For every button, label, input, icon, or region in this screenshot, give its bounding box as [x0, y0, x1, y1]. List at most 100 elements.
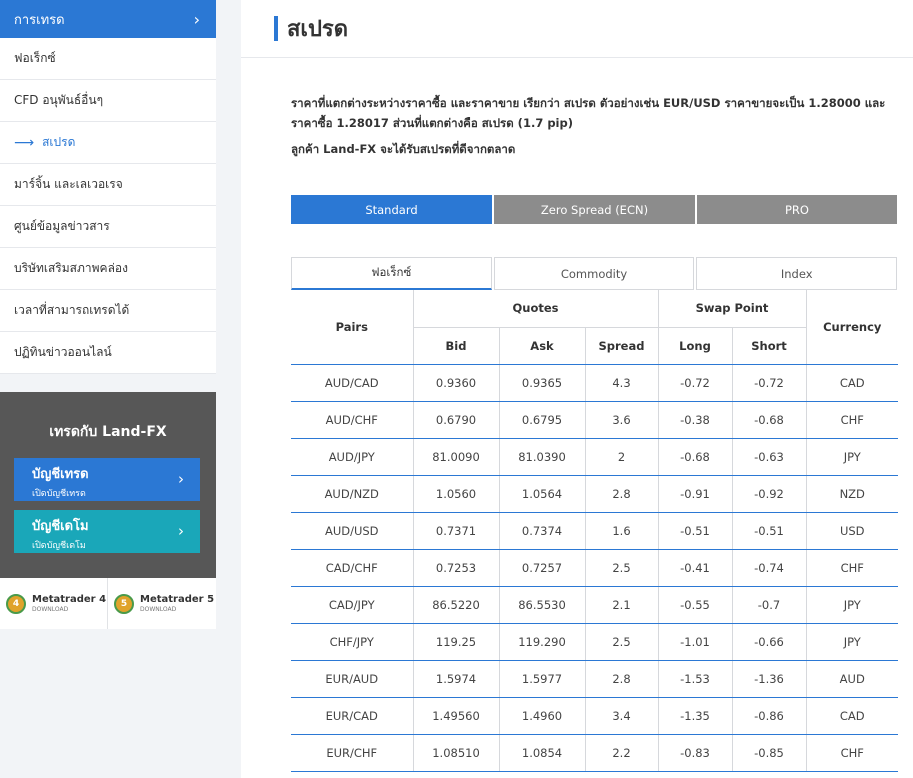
cell-spread: 2: [584, 438, 658, 476]
col-header-short: Short: [731, 327, 806, 365]
cell-currency: JPY: [805, 623, 898, 661]
sidebar-item-label: ศูนย์ข้อมูลข่าวสาร: [14, 219, 110, 233]
cell-swap-long: -0.72: [657, 364, 732, 402]
instrument-type-tabs: ฟอเร็กซ์ Commodity Index: [291, 257, 898, 290]
cell-ask: 0.6795: [498, 401, 585, 439]
table-row: EUR/CHF 1.08510 1.0854 2.2 -0.83 -0.85 CHF: [291, 734, 898, 772]
cell-swap-short: -0.85: [731, 734, 806, 772]
cell-currency: CHF: [805, 401, 898, 439]
cell-currency: CAD: [805, 364, 898, 402]
metatrader5-icon: 5: [114, 593, 134, 614]
cell-pair: CAD/CHF: [291, 549, 413, 587]
cell-swap-long: -0.55: [657, 586, 732, 624]
intro-text: ราคาที่แตกต่างระหว่างราคาซื้อ และราคาขาย…: [291, 96, 886, 130]
cell-bid: 81.0090: [412, 438, 499, 476]
chevron-right-icon: ›: [193, 9, 200, 29]
cell-bid: 119.25: [412, 623, 499, 661]
sidebar: การเทรด › ฟอเร็กซ์ CFD อนุพันธ์อื่นๆ ⟶ สเ…: [0, 0, 216, 778]
cell-swap-short: -0.74: [731, 549, 806, 587]
col-header-currency: Currency: [805, 290, 898, 365]
table-row: CHF/JPY 119.25 119.290 2.5 -1.01 -0.66 JPY: [291, 623, 898, 661]
cell-currency: CHF: [805, 734, 898, 772]
cell-spread: 4.3: [584, 364, 658, 402]
table-row: AUD/USD 0.7371 0.7374 1.6 -0.51 -0.51 USD: [291, 512, 898, 550]
spread-table-body: AUD/CAD 0.9360 0.9365 4.3 -0.72 -0.72 CAD AUD/C…: [291, 364, 898, 772]
table-row: CAD/JPY 86.5220 86.5530 2.1 -0.55 -0.7 JPY: [291, 586, 898, 624]
cell-bid: 1.5974: [412, 660, 499, 698]
tab-standard[interactable]: Standard: [291, 195, 492, 224]
platform-name: Metatrader 5: [140, 594, 215, 605]
sidebar-item-label: ปฏิทินข่าวออนไลน์: [14, 345, 112, 359]
sidebar-item-forex[interactable]: ฟอเร็กซ์: [0, 38, 216, 80]
sidebar-item-trading-hours[interactable]: เวลาที่สามารถเทรดได้: [0, 290, 216, 332]
tab-forex[interactable]: ฟอเร็กซ์: [291, 257, 492, 290]
platform-name: Metatrader 4: [32, 594, 107, 605]
tab-commodity[interactable]: Commodity: [493, 257, 695, 290]
open-demo-account-button[interactable]: บัญชีเดโม เปิดบัญชีเดโม ›: [14, 510, 200, 553]
arrow-right-icon: ⟶: [14, 134, 35, 151]
page-header: สเปรด: [241, 0, 913, 58]
col-header-quotes: Quotes: [412, 290, 658, 328]
cell-ask: 81.0390: [498, 438, 585, 476]
cell-spread: 3.6: [584, 401, 658, 439]
cell-pair: AUD/USD: [291, 512, 413, 550]
cell-pair: AUD/NZD: [291, 475, 413, 513]
cell-currency: JPY: [805, 438, 898, 476]
sidebar-item-cfd[interactable]: CFD อนุพันธ์อื่นๆ: [0, 80, 216, 122]
cell-currency: AUD: [805, 660, 898, 698]
sidebar-item-economic-calendar[interactable]: ปฏิทินข่าวออนไลน์: [0, 332, 216, 374]
cell-swap-short: -0.68: [731, 401, 806, 439]
cell-swap-long: -1.53: [657, 660, 732, 698]
cell-ask: 1.5977: [498, 660, 585, 698]
sidebar-item-margin-leverage[interactable]: มาร์จิ้น และเลเวอเรจ: [0, 164, 216, 206]
tab-pro[interactable]: PRO: [697, 195, 897, 224]
cell-swap-long: -0.83: [657, 734, 732, 772]
cell-bid: 1.0560: [412, 475, 499, 513]
trade-with-landfx-box: เทรดกับ Land-FX บัญชีเทรด เปิดบัญชีเทรด …: [0, 392, 216, 578]
sidebar-item-news-center[interactable]: ศูนย์ข้อมูลข่าวสาร: [0, 206, 216, 248]
cell-swap-long: -0.38: [657, 401, 732, 439]
tab-index[interactable]: Index: [696, 257, 898, 290]
cell-bid: 0.6790: [412, 401, 499, 439]
cell-ask: 1.0854: [498, 734, 585, 772]
trade-box-title: เทรดกับ Land-FX: [49, 424, 167, 440]
col-header-long: Long: [657, 327, 732, 365]
cell-pair: AUD/CHF: [291, 401, 413, 439]
tab-zero-spread-ecn[interactable]: Zero Spread (ECN): [494, 195, 695, 224]
table-row: EUR/CAD 1.49560 1.4960 3.4 -1.35 -0.86 CAD: [291, 697, 898, 735]
cell-ask: 0.7374: [498, 512, 585, 550]
metatrader4-download[interactable]: 4 Metatrader 4 DOWNLOAD: [0, 578, 107, 629]
chevron-right-icon: ›: [178, 522, 184, 540]
sidebar-header-trading[interactable]: การเทรด ›: [0, 0, 216, 38]
sidebar-item-label: เวลาที่สามารถเทรดได้: [14, 303, 130, 317]
cell-swap-short: -0.7: [731, 586, 806, 624]
cell-swap-short: -0.51: [731, 512, 806, 550]
table-row: CAD/CHF 0.7253 0.7257 2.5 -0.41 -0.74 CHF: [291, 549, 898, 587]
sidebar-item-spread[interactable]: ⟶ สเปรด: [0, 122, 216, 164]
cell-swap-long: -0.41: [657, 549, 732, 587]
table-row: AUD/NZD 1.0560 1.0564 2.8 -0.91 -0.92 NZD: [291, 475, 898, 513]
cell-swap-short: -0.86: [731, 697, 806, 735]
cell-swap-long: -0.51: [657, 512, 732, 550]
cell-currency: NZD: [805, 475, 898, 513]
cell-ask: 0.7257: [498, 549, 585, 587]
col-header-swap-point: Swap Point: [657, 290, 806, 328]
cell-currency: CAD: [805, 697, 898, 735]
sidebar-item-label: สเปรด: [42, 135, 76, 149]
metatrader5-download[interactable]: 5 Metatrader 5 DOWNLOAD: [107, 578, 216, 629]
sidebar-item-label: CFD อนุพันธ์อื่นๆ: [14, 93, 104, 107]
cell-bid: 86.5220: [412, 586, 499, 624]
cell-spread: 2.1: [584, 586, 658, 624]
table-row: EUR/AUD 1.5974 1.5977 2.8 -1.53 -1.36 AUD: [291, 660, 898, 698]
sidebar-item-liquidity-providers[interactable]: บริษัทเสริมสภาพคล่อง: [0, 248, 216, 290]
intro-subtext: ลูกค้า Land-FX จะได้รับสเปรดที่ดีจากตลาด: [291, 142, 516, 156]
open-real-account-button[interactable]: บัญชีเทรด เปิดบัญชีเทรด ›: [14, 458, 200, 501]
cell-currency: CHF: [805, 549, 898, 587]
cell-ask: 86.5530: [498, 586, 585, 624]
sidebar-menu: ฟอเร็กซ์ CFD อนุพันธ์อื่นๆ ⟶ สเปรด มาร์จิ…: [0, 38, 216, 374]
cell-currency: JPY: [805, 586, 898, 624]
col-header-bid: Bid: [412, 327, 499, 365]
cell-ask: 119.290: [498, 623, 585, 661]
cell-bid: 1.08510: [412, 734, 499, 772]
real-account-subtitle: เปิดบัญชีเทรด: [32, 489, 86, 499]
